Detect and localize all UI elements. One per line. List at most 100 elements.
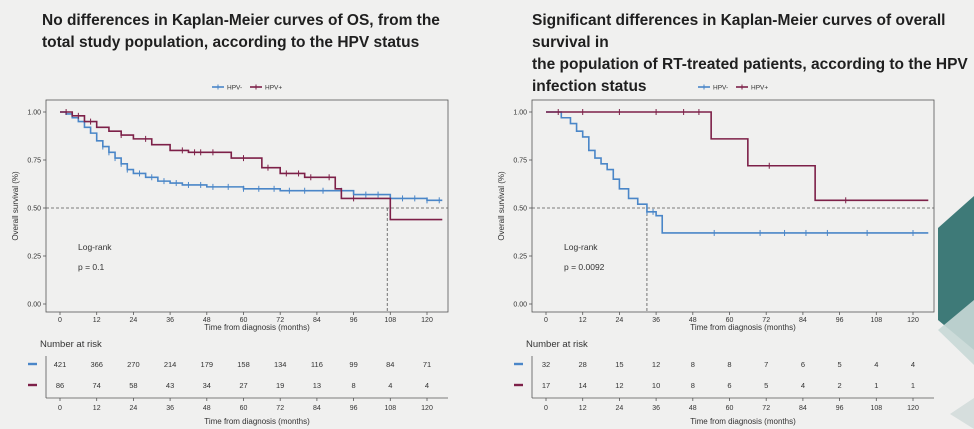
risk-value: 99 [349, 360, 357, 369]
slide-title-right: Significant differences in Kaplan-Meier … [532, 10, 972, 98]
risk-value: 4 [801, 381, 805, 390]
x-tick-label: 108 [384, 317, 396, 324]
y-axis-label: Overall survival (%) [11, 171, 20, 241]
x-tick-label: 48 [689, 317, 697, 324]
x-tick-label: 24 [616, 317, 624, 324]
risk-x-tick-label: 84 [313, 405, 321, 412]
risk-value: 86 [56, 381, 64, 390]
risk-value: 1 [874, 381, 878, 390]
plot-frame [45, 99, 449, 313]
x-tick-label: 0 [544, 317, 548, 324]
risk-value: 8 [352, 381, 356, 390]
legend-label: HPV+ [751, 85, 768, 92]
risk-x-tick-label: 0 [544, 405, 548, 412]
risk-value: 1 [911, 381, 915, 390]
x-tick-label: 108 [870, 317, 882, 324]
risk-value: 19 [276, 381, 284, 390]
logrank-label: Log-rank [564, 242, 598, 252]
x-axis-label: Time from diagnosis (months) [204, 323, 310, 332]
km-curve-hpv-neg [60, 111, 443, 202]
risk-value: 8 [691, 360, 695, 369]
risk-value: 43 [166, 381, 174, 390]
risk-value: 8 [691, 381, 695, 390]
x-tick-label: 0 [58, 317, 62, 324]
title-line: the population of RT-treated patients, a… [532, 56, 968, 73]
risk-value: 4 [874, 360, 878, 369]
x-tick-label: 60 [240, 317, 248, 324]
x-tick-label: 84 [799, 317, 807, 324]
risk-x-axis-label: Time from diagnosis (months) [690, 417, 796, 426]
risk-x-tick-label: 12 [579, 405, 587, 412]
risk-value: 12 [615, 381, 623, 390]
x-tick-label: 12 [579, 317, 587, 324]
risk-value: 13 [313, 381, 321, 390]
risk-value: 179 [201, 360, 214, 369]
risk-value: 214 [164, 360, 177, 369]
y-tick-label: 0.25 [513, 254, 527, 261]
risk-table-title: Number at risk [526, 339, 588, 350]
y-tick-label: 0.25 [27, 254, 41, 261]
x-tick-label: 96 [350, 317, 358, 324]
legend-label: HPV+ [265, 85, 282, 92]
risk-x-tick-label: 96 [836, 405, 844, 412]
title-line: Significant differences in Kaplan-Meier … [532, 12, 946, 51]
risk-value: 14 [579, 381, 587, 390]
x-tick-label: 72 [762, 317, 770, 324]
risk-value: 34 [203, 381, 211, 390]
x-tick-label: 60 [726, 317, 734, 324]
risk-value: 4 [388, 381, 392, 390]
slide-title-left: No differences in Kaplan-Meier curves of… [42, 10, 462, 54]
risk-x-tick-label: 48 [689, 405, 697, 412]
risk-x-tick-label: 12 [93, 405, 101, 412]
risk-value: 4 [911, 360, 915, 369]
x-tick-label: 48 [203, 317, 211, 324]
risk-x-tick-label: 84 [799, 405, 807, 412]
risk-value: 28 [579, 360, 587, 369]
title-line: infection status [532, 78, 647, 95]
risk-value: 8 [727, 360, 731, 369]
risk-value: 134 [274, 360, 287, 369]
y-tick-label: 0.00 [513, 302, 527, 309]
x-tick-label: 96 [836, 317, 844, 324]
risk-x-tick-label: 120 [421, 405, 433, 412]
km-curve-hpv-neg [546, 111, 929, 234]
x-tick-label: 12 [93, 317, 101, 324]
risk-x-tick-label: 24 [130, 405, 138, 412]
risk-value: 5 [764, 381, 768, 390]
risk-value: 17 [542, 381, 550, 390]
light-teal-triangle-shape [938, 300, 974, 365]
risk-value: 4 [425, 381, 429, 390]
km-curve-hpv-pos [60, 111, 443, 221]
risk-x-tick-label: 60 [726, 405, 734, 412]
risk-value: 5 [838, 360, 842, 369]
risk-x-tick-label: 0 [58, 405, 62, 412]
risk-x-tick-label: 108 [384, 405, 396, 412]
title-line: total study population, according to the… [42, 34, 420, 51]
risk-value: 10 [652, 381, 660, 390]
risk-value: 158 [237, 360, 250, 369]
risk-x-tick-label: 60 [240, 405, 248, 412]
y-tick-label: 0.75 [27, 158, 41, 165]
y-tick-label: 0.00 [27, 302, 41, 309]
risk-value: 116 [311, 360, 323, 369]
x-tick-label: 36 [166, 317, 174, 324]
plot-frame [531, 99, 935, 313]
risk-value: 7 [764, 360, 768, 369]
x-tick-label: 120 [421, 317, 433, 324]
risk-x-axis-label: Time from diagnosis (months) [204, 417, 310, 426]
risk-x-tick-label: 24 [616, 405, 624, 412]
risk-value: 366 [90, 360, 103, 369]
risk-x-tick-label: 36 [166, 405, 174, 412]
risk-x-tick-label: 72 [276, 405, 284, 412]
risk-value: 6 [801, 360, 805, 369]
y-tick-label: 0.50 [27, 206, 41, 213]
x-tick-label: 36 [652, 317, 660, 324]
risk-value: 12 [652, 360, 660, 369]
km-curve-hpv-pos [546, 111, 929, 202]
risk-value: 27 [239, 381, 247, 390]
y-tick-label: 1.00 [27, 110, 41, 117]
risk-x-tick-label: 96 [350, 405, 358, 412]
y-tick-label: 0.50 [513, 206, 527, 213]
